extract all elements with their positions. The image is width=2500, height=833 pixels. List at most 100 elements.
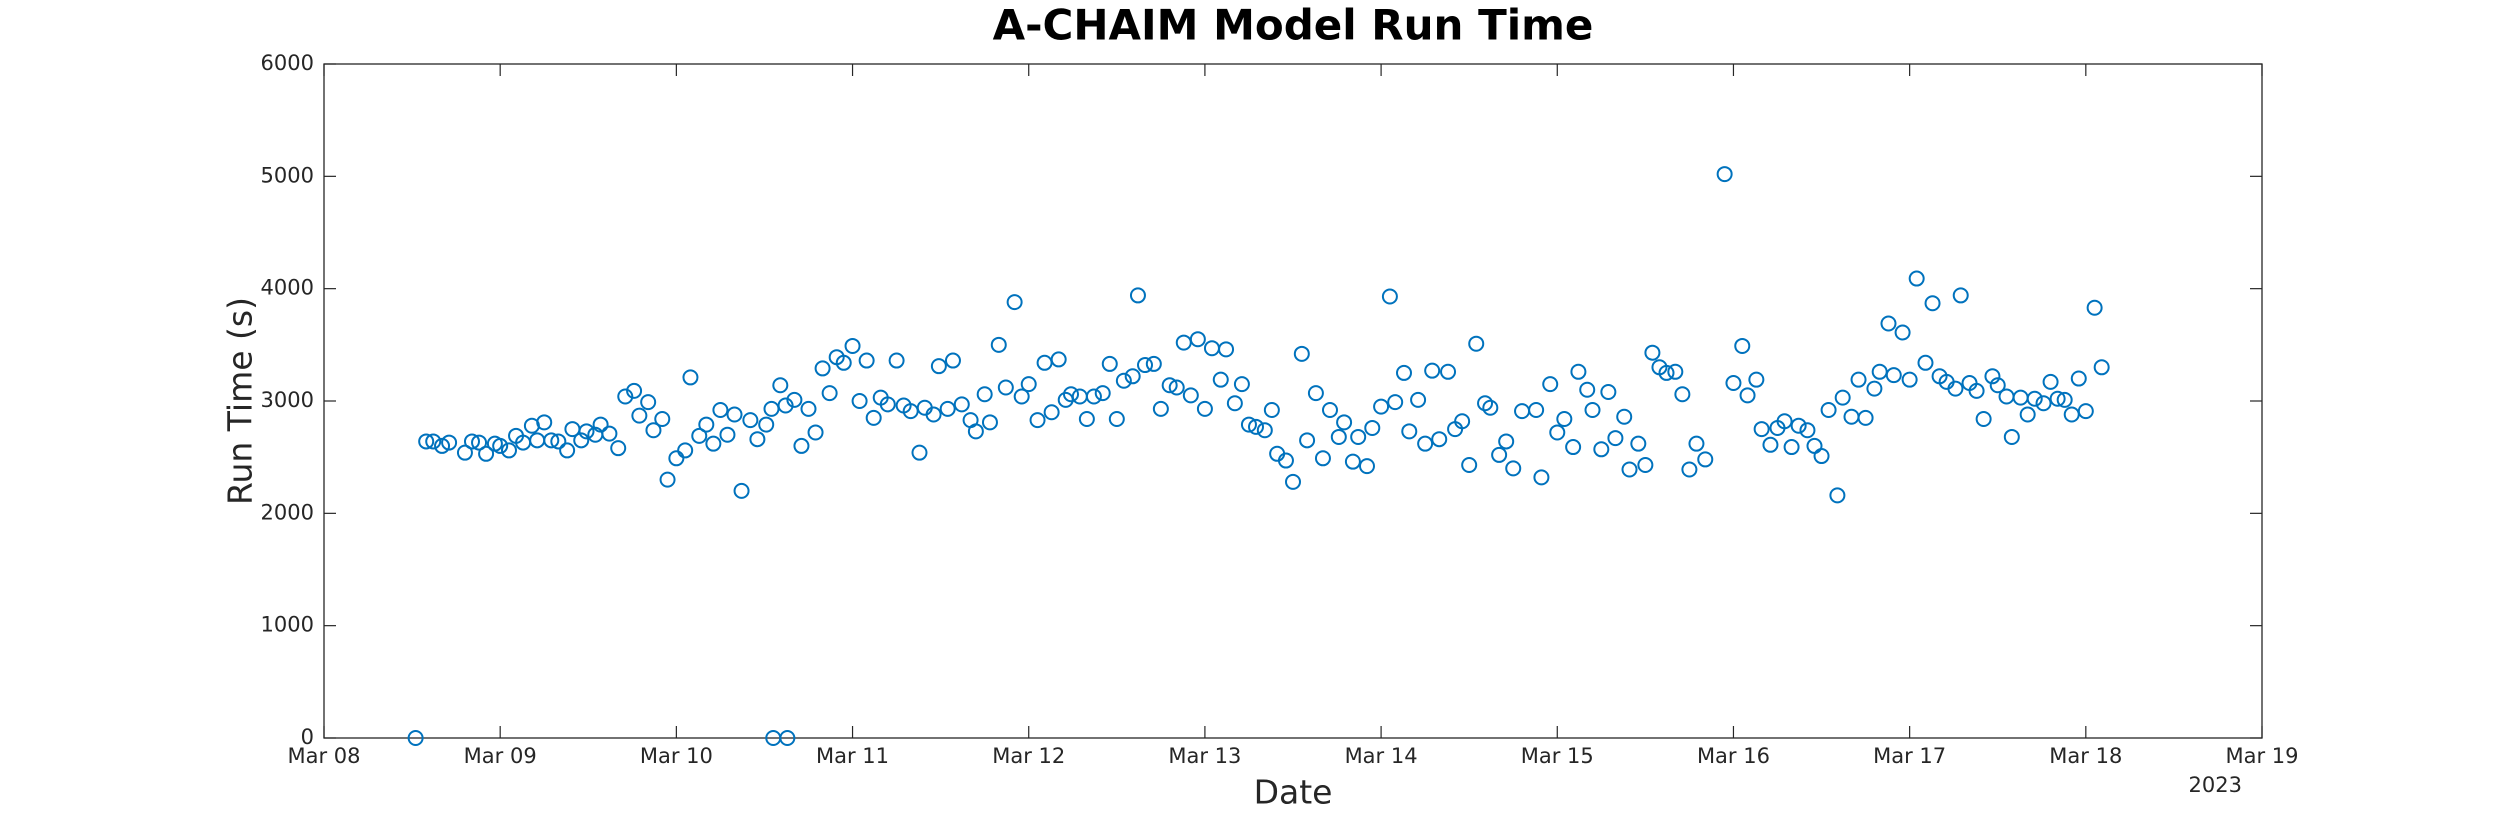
data-point xyxy=(1321,401,1338,418)
x-tick-label: Mar 19 xyxy=(2225,744,2298,768)
y-tick-label: 1000 xyxy=(261,613,314,637)
data-point xyxy=(814,360,831,377)
x-tick-label: Mar 17 xyxy=(1873,744,1946,768)
data-point xyxy=(617,388,634,405)
data-point xyxy=(1894,324,1911,341)
data-point xyxy=(682,369,699,386)
data-point xyxy=(1240,416,1257,433)
data-point xyxy=(712,401,729,418)
x-tick-label: Mar 11 xyxy=(816,744,889,768)
data-point xyxy=(1799,422,1816,439)
x-axis-label: Date xyxy=(1254,773,1333,812)
data-point xyxy=(1850,371,1867,388)
data-point xyxy=(1006,294,1023,311)
data-point xyxy=(851,393,868,409)
y-tick-label: 2000 xyxy=(261,500,314,524)
data-point xyxy=(1226,395,1243,412)
data-point xyxy=(1783,439,1800,456)
data-point xyxy=(1952,287,1969,304)
data-point xyxy=(1748,371,1765,388)
data-point xyxy=(1373,398,1390,415)
data-point xyxy=(1593,441,1610,458)
data-point xyxy=(1697,451,1714,468)
year-annotation: 2023 xyxy=(2189,773,2242,797)
data-point xyxy=(1263,401,1280,418)
data-point xyxy=(1364,419,1381,436)
data-point xyxy=(573,432,590,449)
data-point xyxy=(691,427,708,444)
data-point xyxy=(1549,424,1566,441)
data-point xyxy=(1124,368,1141,385)
data-point xyxy=(1739,387,1756,404)
data-point xyxy=(1908,270,1925,287)
data-point xyxy=(1152,400,1169,417)
data-point xyxy=(1248,418,1265,435)
data-point xyxy=(601,425,618,442)
data-point xyxy=(925,406,942,423)
data-point xyxy=(1813,448,1830,465)
data-point xyxy=(779,730,796,746)
data-point xyxy=(1401,423,1418,440)
data-point xyxy=(1161,377,1178,394)
data-point xyxy=(677,442,694,459)
data-point xyxy=(858,352,875,369)
data-point xyxy=(1734,337,1751,354)
data-point xyxy=(2035,395,2052,412)
data-point xyxy=(2026,390,2043,407)
y-tick-label: 0 xyxy=(301,725,314,749)
data-point xyxy=(1129,287,1146,304)
data-point xyxy=(777,397,794,414)
data-point xyxy=(1417,435,1434,452)
data-point xyxy=(1050,351,1067,368)
data-point xyxy=(1820,401,1837,418)
data-point xyxy=(1424,362,1441,379)
data-point xyxy=(1168,379,1185,396)
data-point xyxy=(631,407,648,424)
data-point xyxy=(1984,368,2001,385)
data-point xyxy=(1358,458,1375,475)
data-point xyxy=(1307,385,1324,402)
data-point xyxy=(1440,363,1457,380)
y-tick-label: 4000 xyxy=(261,276,314,300)
data-point xyxy=(1468,335,1485,352)
data-point xyxy=(1600,384,1617,401)
data-point xyxy=(990,336,1007,353)
data-point xyxy=(967,423,984,440)
x-tick-label: Mar 13 xyxy=(1168,744,1241,768)
data-point xyxy=(2049,390,2066,407)
data-point xyxy=(2019,406,2036,423)
data-point xyxy=(1968,382,1985,399)
data-point xyxy=(835,354,852,371)
data-point xyxy=(1924,295,1941,312)
data-point xyxy=(742,412,759,429)
data-point xyxy=(1776,413,1793,430)
data-point xyxy=(1094,385,1111,402)
data-point xyxy=(981,414,998,431)
data-point xyxy=(1753,421,1770,438)
data-point xyxy=(930,358,947,375)
x-tick-label: Mar 10 xyxy=(640,744,713,768)
data-point xyxy=(1043,404,1060,421)
data-point xyxy=(807,424,824,441)
data-point xyxy=(1387,394,1404,411)
data-point xyxy=(726,406,743,423)
data-point xyxy=(543,432,560,449)
data-point xyxy=(911,444,928,461)
data-point xyxy=(1293,345,1310,362)
data-point xyxy=(1667,363,1684,380)
x-tick-label: Mar 09 xyxy=(464,744,537,768)
x-tick-label: Mar 15 xyxy=(1521,744,1594,768)
data-point xyxy=(610,440,627,457)
data-point xyxy=(1688,435,1705,452)
data-point xyxy=(749,431,766,448)
data-point xyxy=(471,434,488,451)
data-point xyxy=(1644,344,1661,361)
data-point xyxy=(865,409,882,426)
data-point xyxy=(1498,433,1515,450)
data-point xyxy=(1829,487,1846,504)
data-point xyxy=(1857,409,1874,426)
data-point xyxy=(1579,381,1596,398)
data-point xyxy=(1716,166,1733,183)
data-point xyxy=(793,437,810,454)
data-point xyxy=(1212,371,1229,388)
